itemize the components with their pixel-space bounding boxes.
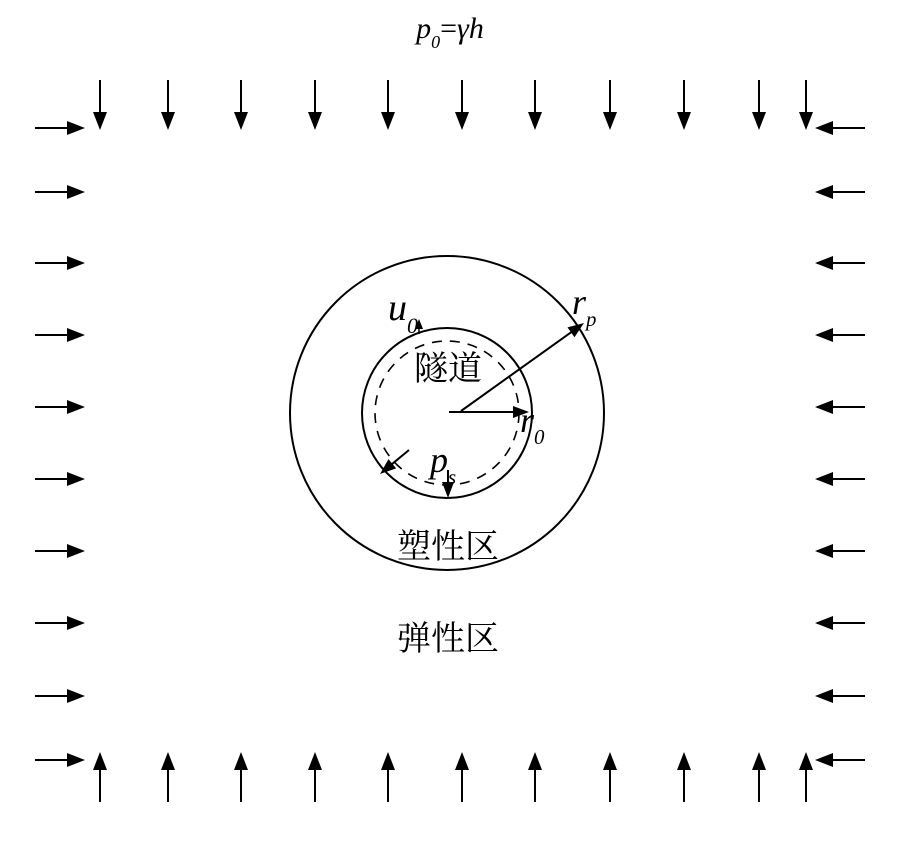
plastic-label: 塑性区 [397,519,499,568]
tunnel-label: 隧道 [414,341,482,390]
elastic-label: 弹性区 [397,611,499,660]
